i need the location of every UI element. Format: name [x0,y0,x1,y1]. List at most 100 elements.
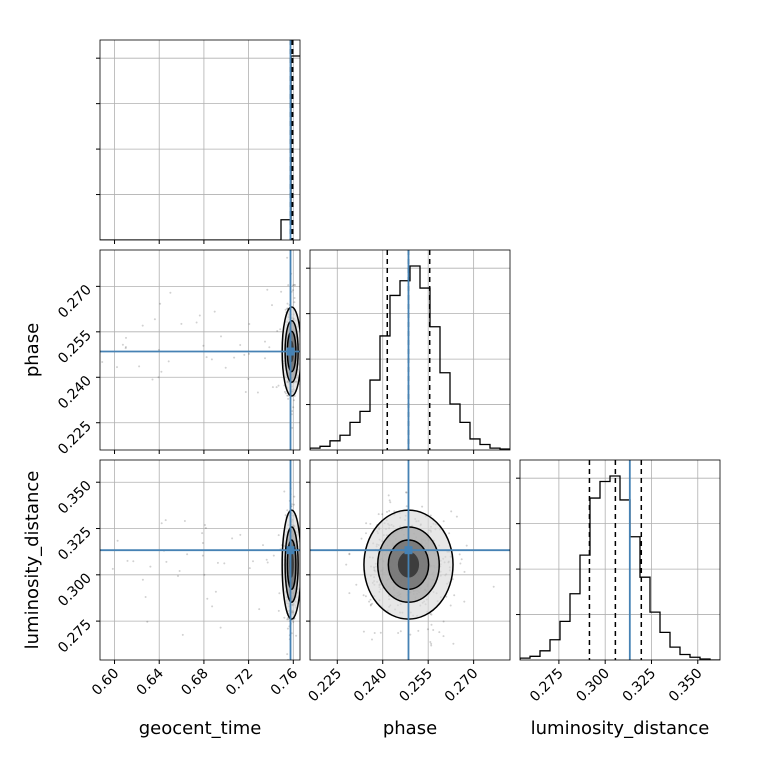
scatter-point [432,629,435,631]
scatter-point [286,618,289,621]
scatter-point [116,539,119,542]
injection-marker [404,546,413,555]
scatter-point [379,631,382,634]
x-tick-label: 0.275 [527,666,567,706]
scatter-point [286,627,289,630]
scatter-point [202,344,205,347]
scatter-point [287,397,290,400]
scatter-point [239,344,242,346]
y-tick-label: 0.225 [55,418,95,458]
scatter-point [388,509,391,512]
scatter-point [266,288,269,291]
panel-content [310,460,510,660]
histogram-luminosity_distance [520,475,720,660]
scatter-point [291,284,294,287]
y-tick-label: 0.255 [55,327,95,367]
scatter-point [429,641,432,643]
scatter-point [293,503,295,506]
scatter-point [206,597,209,600]
x-axis-label-luminosity-distance: luminosity_distance [531,718,710,739]
scatter-point [292,289,294,292]
y-tick-label: 0.325 [55,524,95,564]
scatter-point [216,561,219,564]
contour-line [281,509,300,620]
scatter-point [362,594,365,597]
scatter-point [293,283,295,286]
scatter-point [345,563,348,566]
scatter-point [286,302,289,305]
scatter-point [167,360,170,363]
scatter-point [369,522,372,525]
scatter-point [397,632,400,634]
scatter-point [256,391,259,394]
y-tick-label: 0.270 [55,282,95,322]
scatter-point [124,346,127,348]
scatter-point [219,626,222,629]
scatter-point [201,532,204,535]
scatter-point [463,570,466,573]
panel-content [520,460,720,660]
scatter-point [287,284,290,287]
scatter-point [125,336,127,339]
scatter-point [442,520,445,523]
scatter-point [429,514,432,517]
scatter-point [160,522,163,525]
scatter-point [360,537,363,540]
scatter-point [291,410,294,413]
scatter-point [101,361,104,363]
scatter-point [355,583,358,586]
scatter-point [293,399,295,402]
panel-luminosity_distance-vs-luminosity_distance: 0.275 0.300 0.325 0.350 [516,459,721,706]
scatter-point [371,638,373,641]
panel-content [100,250,300,450]
scatter-point [180,322,183,325]
scatter-point [445,595,448,598]
y-tick-label: 0.240 [55,373,95,413]
scatter-point [220,335,222,338]
panel-content [310,250,510,450]
panel-background [100,250,300,450]
scatter-point [272,554,275,557]
x-tick-label: 0.270 [442,666,482,706]
histogram-geocent_time [100,55,300,240]
scatter-point [258,608,261,611]
scatter-point [271,304,273,307]
panel-background [310,250,510,450]
scatter-point [293,301,296,304]
scatter-point [275,386,278,389]
panel-frame [99,459,301,661]
scatter-point [421,505,424,508]
scatter-point [183,520,186,522]
scatter-point [369,603,372,606]
scatter-point [294,284,297,286]
scatter-point [284,308,287,311]
scatter-point [277,534,280,537]
scatter-point [364,595,367,598]
scatter-point [348,592,351,595]
scatter-point [283,390,286,393]
scatter-point [277,384,280,387]
scatter-point [201,554,204,557]
scatter-point [365,532,367,535]
scatter-point [248,352,250,355]
x-tick-label: 0.60 [89,666,122,699]
scatter-point [247,377,250,380]
scatter-point [224,366,227,369]
scatter-point [393,510,396,513]
scatter-point [387,494,390,497]
scatter-point [386,510,388,513]
scatter-point [389,501,392,504]
scatter-point [266,561,269,564]
scatter-point [151,378,154,381]
scatter-point [264,340,266,343]
scatter-point [291,426,294,429]
scatter-point [141,324,144,327]
y-tick-label: 0.275 [55,617,95,657]
scatter-point [405,505,408,508]
scatter-point [203,573,206,576]
injection-marker [286,347,295,356]
scatter-point [231,537,234,540]
scatter-point [430,623,433,626]
scatter-point [243,353,246,356]
